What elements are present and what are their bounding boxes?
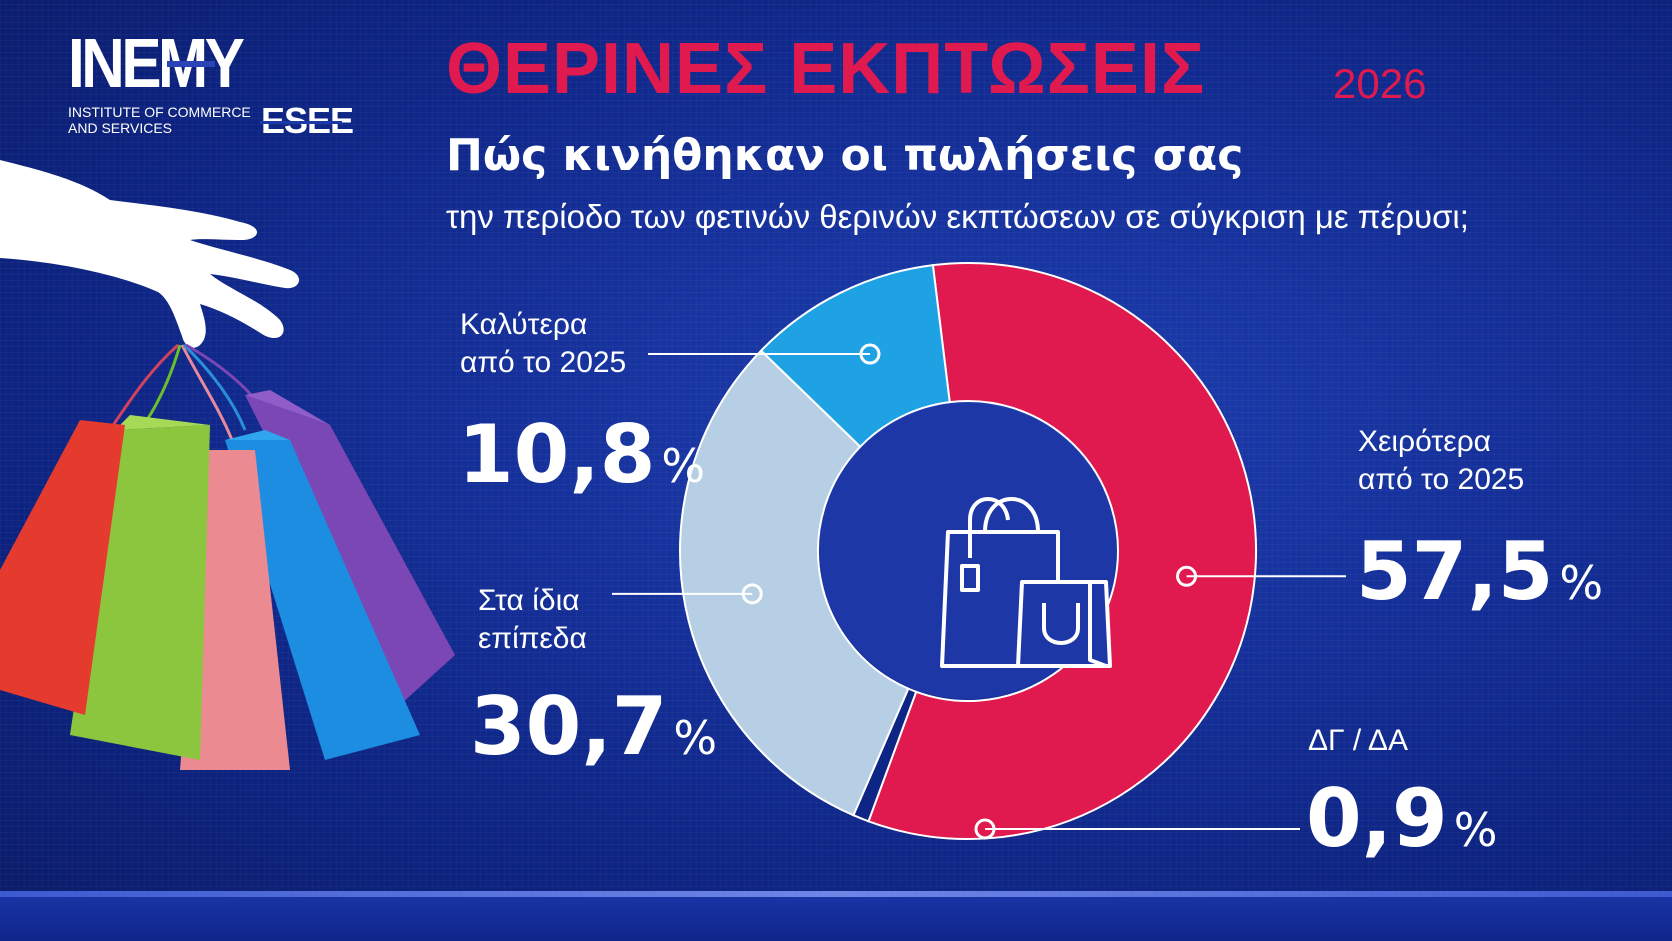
label-better: Καλύτερα από το 2025 bbox=[460, 308, 627, 379]
value-same: 30,7% bbox=[470, 680, 718, 773]
value-worse: 57,5% bbox=[1356, 525, 1604, 618]
logo-esee-bar bbox=[260, 121, 342, 124]
label-same: Στα ίδια επίπεδα bbox=[478, 584, 587, 655]
title-year: 2026 bbox=[1333, 60, 1427, 107]
label-worse: Χειρότερα από το 2025 bbox=[1358, 425, 1525, 496]
leader-marker-same bbox=[741, 583, 763, 605]
logo-subtitle: INSTITUTE OF COMMERCE AND SERVICES bbox=[68, 104, 251, 136]
chart-subtitle: Πώς κινήθηκαν οι πωλήσεις σας bbox=[446, 130, 1244, 181]
bottom-band bbox=[0, 891, 1672, 941]
donut-slice-better bbox=[759, 264, 951, 449]
page-title: ΘΕΡΙΝΕΣ ΕΚΠΤΩΣΕΙΣ bbox=[446, 29, 1206, 109]
leader-marker-better bbox=[859, 343, 881, 365]
label-dk-na: ΔΓ / ΔΑ bbox=[1308, 724, 1408, 757]
logo-wordmark: INEMY bbox=[68, 24, 245, 102]
inemy-esee-logo: INEMY INSTITUTE OF COMMERCE AND SERVICES… bbox=[68, 24, 354, 143]
leader-marker-dk_na bbox=[974, 818, 996, 840]
donut-slice-worse bbox=[867, 262, 1257, 840]
donut-slice-same bbox=[679, 349, 910, 817]
value-better: 10,8% bbox=[458, 408, 706, 501]
chart-question: την περίοδο των φετινών θερινών εκπτώσεω… bbox=[446, 198, 1469, 235]
shopping-bags-icon bbox=[940, 497, 1112, 668]
hand-with-shopping-bags-illustration bbox=[0, 160, 455, 770]
logo-stripe bbox=[167, 61, 215, 67]
leader-marker-worse bbox=[1176, 565, 1198, 587]
logo-esee: ESEE bbox=[261, 100, 354, 141]
value-dk-na: 0,9% bbox=[1306, 772, 1498, 865]
